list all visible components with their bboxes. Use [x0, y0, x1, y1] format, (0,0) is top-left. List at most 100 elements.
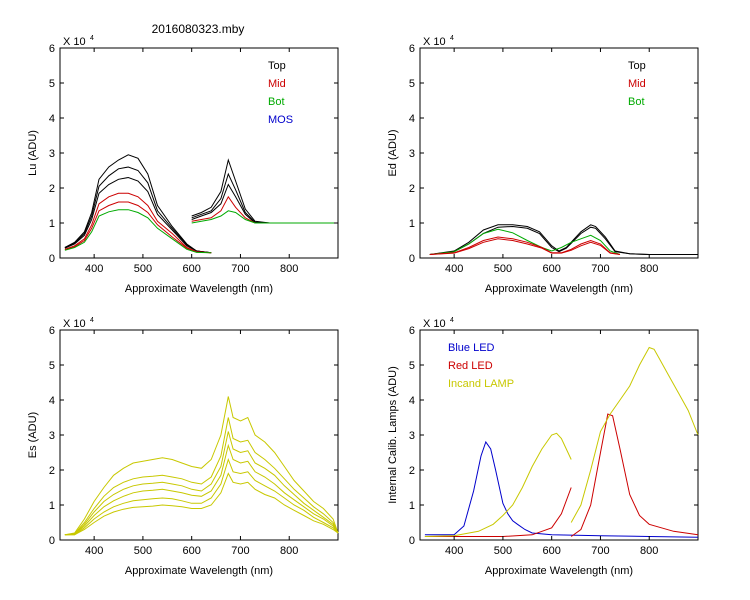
y-tick-label: 6	[49, 325, 55, 337]
y-tick-label: 1	[49, 500, 55, 512]
series-line-top	[64, 176, 212, 254]
series-line-es	[64, 472, 339, 536]
figure-title: 2016080323.mby	[152, 22, 245, 36]
y-tick-label: 3	[409, 148, 415, 160]
x-tick-label: 400	[445, 263, 463, 275]
legend-entry-mid: Mid	[268, 78, 286, 90]
series-line-incand-lamp	[570, 346, 699, 523]
x-tick-label: 700	[591, 545, 609, 557]
y-axis-label: Lu (ADU)	[27, 130, 39, 176]
y-tick-label: 1	[49, 218, 55, 230]
x-axis-label: Approximate Wavelength (nm)	[125, 565, 273, 577]
y-exponent-label: X 10	[423, 318, 446, 330]
x-tick-label: 800	[280, 545, 298, 557]
series-line-bot	[429, 228, 621, 255]
y-tick-label: 4	[49, 113, 55, 125]
series-line-bot	[191, 210, 338, 224]
series-line-bot	[64, 209, 212, 254]
x-tick-label: 400	[445, 545, 463, 557]
chart-ed: 400 500 600 700 800 0 1 2 3 4 5 6 X 10 4 Approximate W…	[387, 35, 699, 295]
chart-es: 400 500 600 700 800 0 1 2 3 4 5 6 X 10 4 Approximate W…	[27, 317, 339, 577]
series-line-es	[64, 443, 339, 536]
y-exponent-power: 4	[450, 317, 454, 324]
plot-frame	[419, 47, 699, 259]
legend-entry-mos: MOS	[268, 114, 293, 126]
y-axis-label: Ed (ADU)	[387, 129, 399, 176]
y-exponent-power: 4	[450, 35, 454, 42]
series-line-red-led	[570, 413, 699, 537]
y-tick-label: 5	[49, 360, 55, 372]
series-line-es	[64, 431, 339, 536]
plot-frame	[59, 47, 339, 259]
legend-entry-top: Top	[268, 60, 286, 72]
y-tick-label: 0	[409, 253, 415, 265]
x-tick-label: 600	[543, 263, 561, 275]
y-tick-label: 0	[49, 253, 55, 265]
x-tick-label: 800	[640, 263, 658, 275]
y-tick-label: 1	[409, 500, 415, 512]
x-tick-label: 700	[591, 263, 609, 275]
series-line-es	[64, 457, 339, 536]
series-line-top	[64, 154, 212, 254]
x-axis-label: Approximate Wavelength (nm)	[485, 283, 633, 295]
y-tick-label: 4	[409, 395, 415, 407]
series-line-blue-led	[424, 440, 699, 538]
x-tick-label: 800	[640, 545, 658, 557]
legend-entry-mid: Mid	[628, 78, 646, 90]
legend-entry-top: Top	[628, 60, 646, 72]
y-axis-label: Internal Calib. Lamps (ADU)	[387, 366, 399, 504]
y-tick-label: 2	[409, 183, 415, 195]
x-tick-label: 500	[494, 545, 512, 557]
x-tick-label: 500	[134, 545, 152, 557]
y-tick-label: 3	[49, 430, 55, 442]
y-tick-label: 4	[409, 113, 415, 125]
x-tick-label: 600	[183, 545, 201, 557]
legend-entry-bot: Bot	[628, 96, 645, 108]
series-line-mid	[64, 192, 212, 254]
y-tick-label: 2	[49, 465, 55, 477]
y-tick-label: 0	[49, 535, 55, 547]
series-line-incand-lamp	[424, 432, 572, 537]
x-tick-label: 400	[85, 545, 103, 557]
y-tick-label: 3	[409, 430, 415, 442]
y-tick-label: 6	[409, 325, 415, 337]
y-tick-label: 1	[409, 218, 415, 230]
series-line-red-led	[424, 487, 572, 537]
y-exponent-label: X 10	[63, 318, 86, 330]
legend-entry-blue-led: Blue LED	[448, 342, 495, 354]
series-line-top	[64, 166, 212, 254]
chart-calib-lamps: 400 500 600 700 800 0 1 2 3 4 5 6 X 10 4 Approximate W…	[387, 317, 699, 577]
legend-entry-red-led: Red LED	[448, 360, 493, 372]
series-line-mid	[429, 238, 621, 255]
x-axis-label: Approximate Wavelength (nm)	[125, 283, 273, 295]
series-line-mid	[64, 201, 212, 254]
x-tick-label: 500	[494, 263, 512, 275]
series-line-es	[64, 417, 339, 536]
x-tick-label: 600	[183, 263, 201, 275]
y-exponent-label: X 10	[423, 36, 446, 48]
y-tick-label: 6	[409, 43, 415, 55]
x-tick-label: 400	[85, 263, 103, 275]
y-tick-label: 5	[409, 78, 415, 90]
y-axis-label: Es (ADU)	[27, 412, 39, 458]
y-tick-label: 6	[49, 43, 55, 55]
x-tick-label: 700	[231, 545, 249, 557]
series-line-es	[64, 396, 339, 536]
x-axis-label: Approximate Wavelength (nm)	[485, 565, 633, 577]
y-tick-label: 0	[409, 535, 415, 547]
y-tick-label: 5	[409, 360, 415, 372]
y-exponent-power: 4	[90, 35, 94, 42]
y-tick-label: 3	[49, 148, 55, 160]
x-tick-label: 700	[231, 263, 249, 275]
y-tick-label: 5	[49, 78, 55, 90]
y-tick-label: 2	[49, 183, 55, 195]
legend-entry-bot: Bot	[268, 96, 285, 108]
legend-entry-incand-lamp: Incand LAMP	[448, 378, 514, 390]
x-tick-label: 600	[543, 545, 561, 557]
y-exponent-power: 4	[90, 317, 94, 324]
y-exponent-label: X 10	[63, 36, 86, 48]
plot-frame	[419, 329, 699, 541]
x-tick-label: 500	[134, 263, 152, 275]
x-tick-label: 800	[280, 263, 298, 275]
